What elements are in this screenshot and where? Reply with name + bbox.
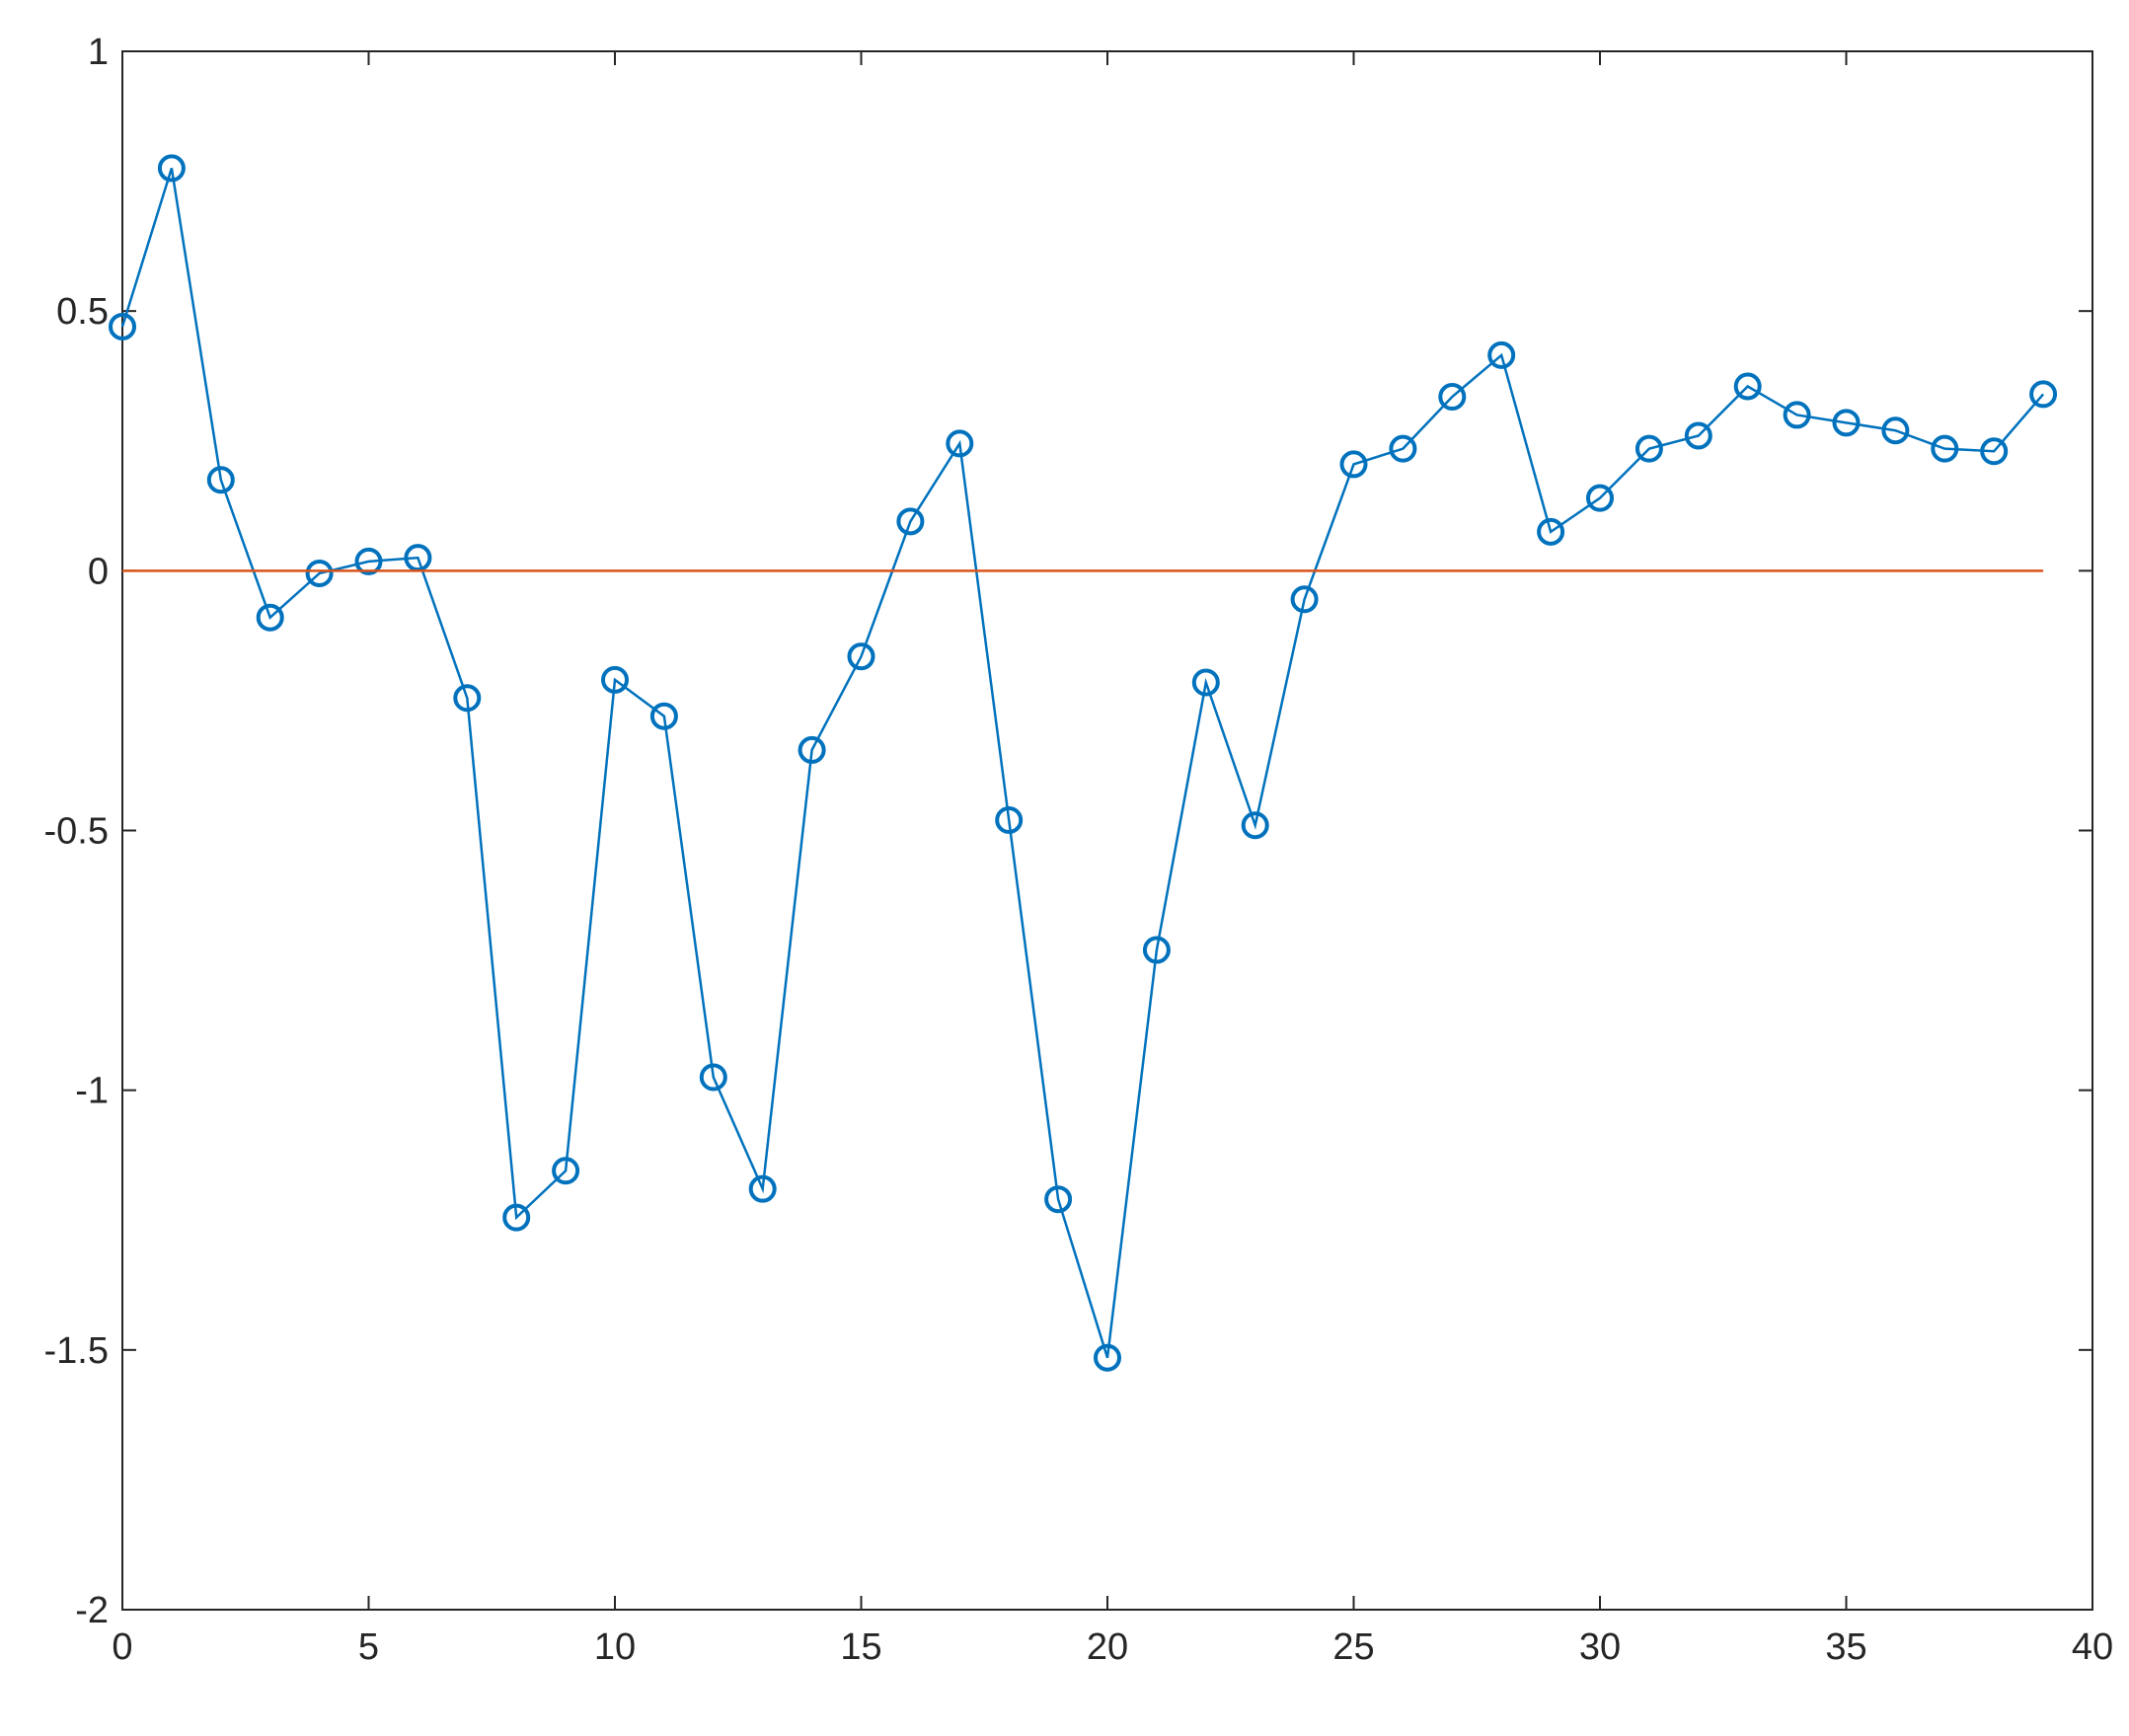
marker xyxy=(1783,401,1811,429)
x-tick-label: 40 xyxy=(2072,1626,2113,1668)
marker xyxy=(2029,380,2058,409)
marker xyxy=(1586,484,1614,512)
y-tick-label: 1 xyxy=(88,32,109,73)
x-tick-label: 30 xyxy=(1579,1626,1621,1668)
x-tick-label: 25 xyxy=(1332,1626,1374,1668)
y-tick-label: 0 xyxy=(88,551,109,592)
series-line xyxy=(120,168,2045,1359)
marker xyxy=(502,1203,531,1232)
marker xyxy=(1684,421,1712,450)
marker xyxy=(649,702,678,730)
marker xyxy=(1044,1185,1073,1214)
marker xyxy=(1094,1343,1121,1372)
axes-box xyxy=(121,50,2093,1611)
y-tick-label: -2 xyxy=(75,1590,109,1631)
marker xyxy=(552,1157,580,1185)
marker xyxy=(1635,434,1663,463)
marker xyxy=(1241,811,1269,840)
marker xyxy=(1980,437,2009,466)
marker xyxy=(305,559,334,587)
x-tick-label: 20 xyxy=(1087,1626,1128,1668)
marker xyxy=(256,603,284,632)
marker xyxy=(206,466,235,494)
marker xyxy=(157,154,186,183)
x-tick-label: 10 xyxy=(594,1626,636,1668)
marker xyxy=(1733,372,1762,401)
y-tick-label: 0.5 xyxy=(56,291,109,333)
marker xyxy=(1290,585,1319,614)
marker xyxy=(1881,416,1910,445)
marker xyxy=(1438,383,1467,412)
marker xyxy=(1537,517,1565,546)
marker xyxy=(1832,409,1861,437)
x-tick-label: 15 xyxy=(840,1626,881,1668)
x-tick-label: 0 xyxy=(112,1626,132,1668)
marker xyxy=(946,429,974,458)
marker xyxy=(847,642,875,671)
marker xyxy=(453,684,482,713)
marker xyxy=(896,507,925,536)
marker xyxy=(1389,434,1417,463)
marker xyxy=(798,735,826,764)
marker xyxy=(354,547,383,575)
y-tick-label: -1.5 xyxy=(44,1330,109,1372)
marker xyxy=(1191,668,1220,697)
y-tick-label: -0.5 xyxy=(44,811,109,853)
y-tick-label: -1 xyxy=(75,1071,109,1112)
marker xyxy=(699,1063,727,1092)
marker xyxy=(601,665,629,694)
x-tick-label: 5 xyxy=(358,1626,379,1668)
marker xyxy=(1142,936,1171,964)
marker xyxy=(1487,340,1516,369)
marker xyxy=(1931,434,1959,463)
marker xyxy=(748,1174,777,1203)
marker xyxy=(995,805,1024,834)
x-tick-label: 35 xyxy=(1825,1626,1866,1668)
marker xyxy=(109,312,136,340)
marker xyxy=(1339,450,1368,479)
